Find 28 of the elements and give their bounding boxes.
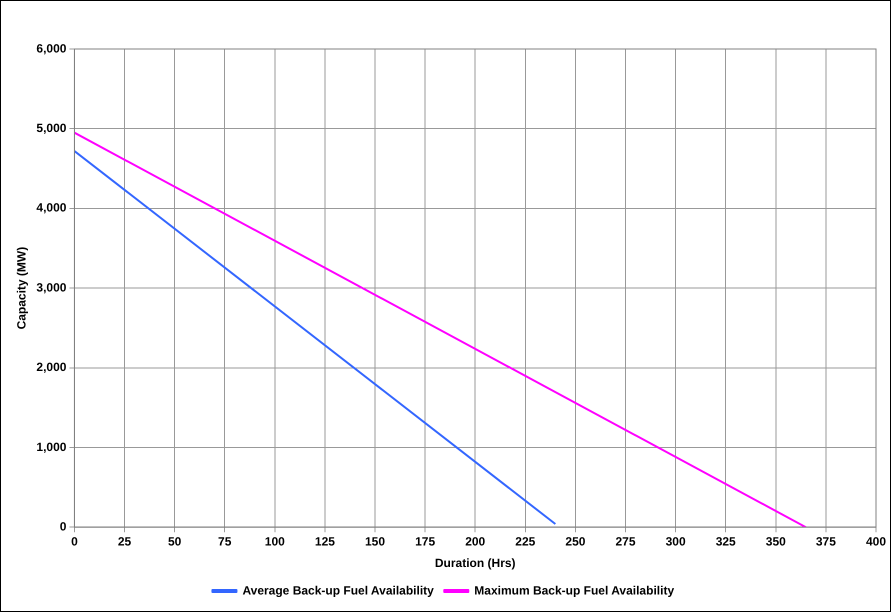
x-tick-label: 175	[415, 534, 436, 549]
x-tick-label: 225	[515, 534, 536, 549]
x-tick-label: 125	[314, 534, 336, 549]
x-tick-label: 400	[866, 534, 886, 549]
y-tick-label: 6,000	[36, 41, 67, 56]
y-tick-label: 1,000	[36, 440, 67, 454]
x-tick-label: 250	[565, 534, 586, 549]
x-tick-label: 100	[264, 534, 286, 549]
y-tick-label: 2,000	[36, 360, 67, 374]
x-tick-label: 50	[168, 534, 182, 549]
legend-label: Average Back-up Fuel Availability	[242, 583, 434, 598]
x-tick-label: 375	[816, 534, 836, 549]
x-tick-label: 0	[71, 534, 78, 549]
y-tick-label: 5,000	[36, 121, 67, 136]
x-axis-title: Duration (Hrs)	[434, 556, 516, 570]
x-tick-label: 200	[465, 534, 486, 549]
x-tick-label: 150	[365, 534, 386, 549]
y-tick-label: 4,000	[36, 200, 67, 215]
y-axis-title: Capacity (MW)	[14, 246, 29, 330]
x-tick-label: 350	[766, 534, 786, 549]
x-tick-label: 300	[666, 534, 686, 549]
x-tick-label: 75	[218, 534, 232, 549]
x-tick-label: 275	[615, 534, 636, 549]
y-tick-label: 0	[60, 520, 67, 534]
legend-label: Maximum Back-up Fuel Availability	[474, 583, 674, 598]
x-tick-label: 325	[716, 534, 736, 549]
x-tick-label: 25	[118, 534, 132, 549]
y-tick-label: 3,000	[36, 280, 67, 294]
